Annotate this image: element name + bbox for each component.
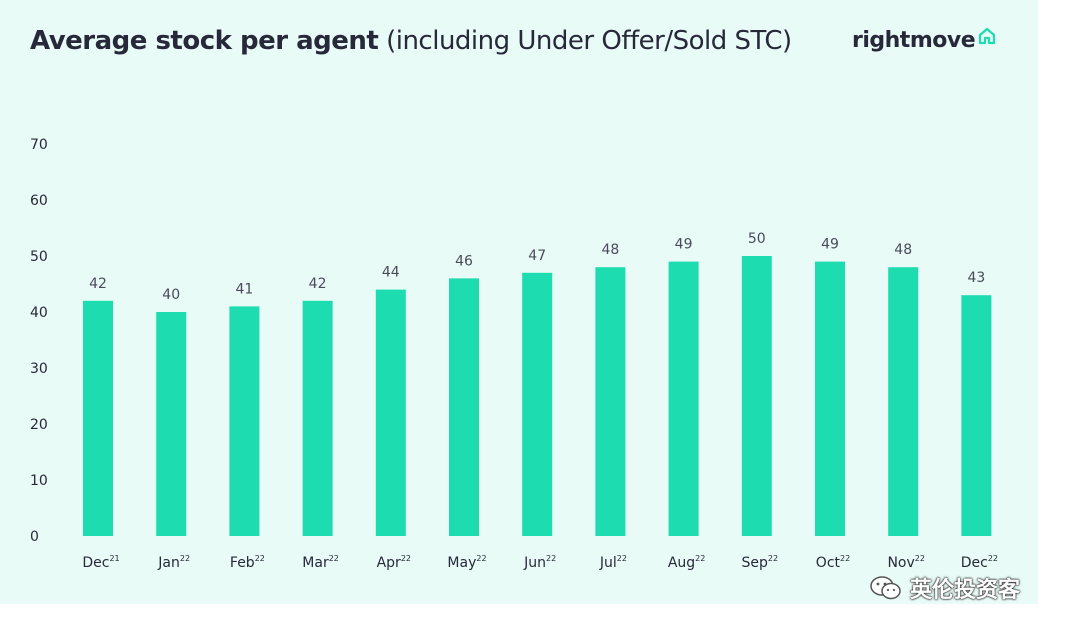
x-tick-label: May22 <box>447 554 486 571</box>
y-tick-label: 40 <box>30 305 48 321</box>
wechat-icon <box>870 576 901 600</box>
bar <box>595 267 626 536</box>
rightmove-logo: rightmove <box>852 27 997 53</box>
x-tick-label: Dec21 <box>82 554 119 571</box>
x-tick-label: Sep22 <box>742 554 779 571</box>
bar <box>815 261 845 536</box>
chart-title-main: Average stock per agent <box>30 26 379 56</box>
chart-title-sub: (including Under Offer/Sold STC) <box>378 26 792 56</box>
y-tick-label: 30 <box>30 361 48 377</box>
data-label: 40 <box>162 287 180 303</box>
bar <box>522 272 553 536</box>
x-tick-label: Dec22 <box>961 554 998 571</box>
data-label: 41 <box>235 281 253 297</box>
bar <box>302 300 333 536</box>
x-tick-label: Nov22 <box>887 554 925 571</box>
logo-text: rightmove <box>852 28 976 53</box>
x-tick-label: Jan22 <box>157 554 190 571</box>
data-label: 49 <box>675 237 693 253</box>
data-label: 49 <box>821 237 839 253</box>
bar <box>229 306 260 536</box>
y-tick-label: 50 <box>30 249 48 265</box>
y-tick-label: 20 <box>30 417 48 433</box>
chart-title: Average stock per agent (including Under… <box>30 26 792 56</box>
bar <box>375 289 406 536</box>
x-tick-label: Feb22 <box>230 554 265 571</box>
bar <box>741 256 772 536</box>
data-label: 42 <box>309 276 327 292</box>
data-label: 50 <box>748 231 766 247</box>
bar <box>668 261 699 536</box>
x-tick-label: Jul22 <box>599 554 627 571</box>
data-label: 46 <box>455 253 473 269</box>
x-tick-label: Jun22 <box>523 554 556 571</box>
x-tick-label: Aug22 <box>668 554 706 571</box>
watermark-text: 英伦投资客 <box>910 578 1021 603</box>
x-tick-label: Apr22 <box>377 554 411 571</box>
x-tick-label: Oct22 <box>816 554 850 571</box>
y-tick-label: 0 <box>30 529 39 545</box>
watermark: 英伦投资客 <box>868 572 1020 604</box>
bar <box>961 295 992 536</box>
data-label: 44 <box>382 265 400 281</box>
data-label: 42 <box>89 276 107 292</box>
house-outline-icon <box>979 27 996 44</box>
data-label: 43 <box>967 270 985 286</box>
bar <box>156 312 187 536</box>
data-label: 48 <box>894 242 912 258</box>
y-tick-label: 10 <box>30 473 48 489</box>
bar-chart: 0 10 20 30 40 50 60 70 42 Dec21 40 Jan22 41 Feb22 42 Ma… <box>30 137 998 571</box>
y-tick-label: 70 <box>30 137 48 153</box>
bar <box>83 300 113 536</box>
data-label: 48 <box>601 242 619 258</box>
bar <box>888 267 919 536</box>
x-tick-label: Mar22 <box>302 554 339 571</box>
data-label: 47 <box>528 248 546 264</box>
y-tick-label: 60 <box>30 193 48 209</box>
bar <box>449 278 479 536</box>
